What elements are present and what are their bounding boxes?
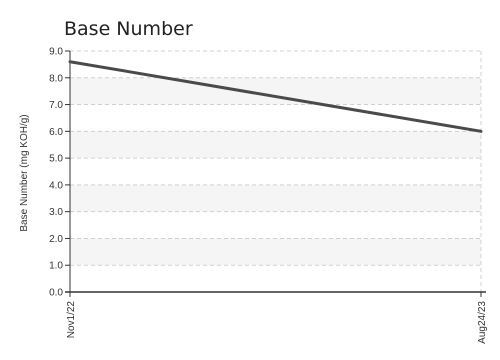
y-tick-label: 5.0 xyxy=(49,154,63,165)
y-ticks: 0.0 1.0 2.0 3.0 4.0 5.0 6.0 7.0 8.0 9.0 xyxy=(49,47,63,299)
grid-band xyxy=(70,77,481,105)
y-tick-label: 8.0 xyxy=(49,73,63,84)
y-tick-label: 9.0 xyxy=(49,47,63,58)
y-tick-label: 3.0 xyxy=(49,207,63,218)
x-ticks: Nov1/22 Aug24/23 xyxy=(66,301,488,344)
y-tick-label: 2.0 xyxy=(49,234,63,245)
y-tick-label: 1.0 xyxy=(49,261,63,272)
chart-title: Base Number xyxy=(64,18,193,40)
grid-band xyxy=(70,238,481,266)
y-axis-label: Base Number (mg KOH/g) xyxy=(19,114,30,231)
series-layer xyxy=(68,60,483,133)
grid-band xyxy=(70,131,481,159)
series-line xyxy=(68,60,483,133)
axes xyxy=(65,50,486,297)
grid-lines xyxy=(69,50,482,292)
x-tick-label: Aug24/23 xyxy=(477,301,488,344)
y-tick-label: 6.0 xyxy=(49,127,63,138)
plot-bands xyxy=(70,77,481,266)
y-tick-label: 7.0 xyxy=(49,100,63,111)
x-tick-label: Nov1/22 xyxy=(66,301,77,339)
grid-band xyxy=(70,184,481,212)
y-tick-label: 4.0 xyxy=(49,180,63,191)
y-tick-label: 0.0 xyxy=(49,288,63,299)
